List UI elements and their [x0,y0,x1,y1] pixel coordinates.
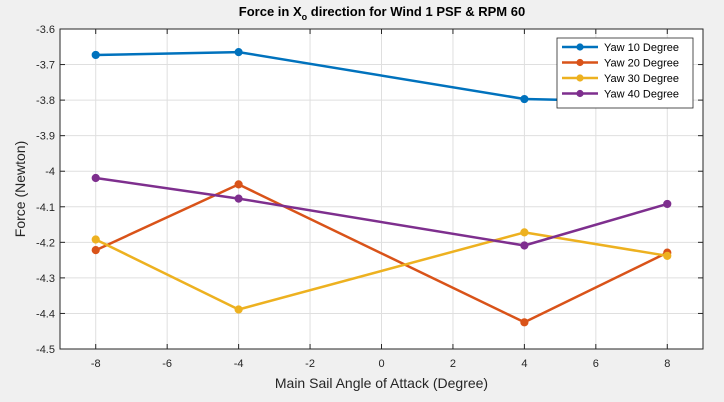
y-tick-label: -4.5 [36,344,55,356]
legend-label: Yaw 10 Degree [604,42,679,54]
x-tick-label: 6 [593,358,599,370]
data-point [663,199,672,209]
y-tick-label: -4.4 [36,308,55,320]
y-axis-ticks: -3.6 -3.7 -3.8 -3.9 -4 -4.1 -4.2 -4.3 -4.4 -4.5 [36,24,703,356]
x-tick-label: 0 [378,358,384,370]
data-point [234,180,243,189]
legend-marker [576,74,584,82]
legend-item: Yaw 20 Degree [562,58,679,70]
x-tick-label: -8 [91,358,101,370]
series-line [95,176,668,247]
x-tick-label: 2 [450,358,456,370]
y-tick-label: -3.7 [36,60,55,72]
chart-title: Force in Xo direction for Wind 1 PSF & R… [239,4,525,22]
legend-item: Yaw 10 Degree [562,42,679,54]
data-point [91,246,100,255]
series-line [95,183,668,324]
x-tick-label: -6 [162,358,172,370]
y-tick-label: -4.1 [36,202,55,214]
data-point [234,305,243,314]
data-point [91,235,100,244]
x-tick-label: 4 [521,358,527,370]
legend-marker [576,58,584,67]
y-tick-label: -3.6 [36,24,55,36]
data-point [91,50,100,60]
legend-marker [576,43,584,51]
legend-item: Yaw 40 Degree [562,89,679,101]
x-tick-label: 8 [664,358,670,370]
data-point [520,94,529,104]
y-tick-label: -4 [45,166,55,178]
series-line [95,231,668,311]
data-point [663,251,672,260]
data-point [91,173,100,183]
data-point [520,241,529,250]
series-3 [91,228,672,314]
legend-item: Yaw 30 Degree [562,73,679,85]
legend: Yaw 10 Degree Yaw 20 Degree Yaw 30 Degree Y… [556,37,694,109]
x-tick-label: -2 [305,358,315,370]
data-point [520,228,529,237]
series-4 [91,173,672,250]
legend-marker [576,89,584,98]
y-tick-label: -4.2 [36,237,55,249]
y-tick-label: -4.3 [36,273,55,285]
chart-title-rest: direction for Wind 1 PSF & RPM 60 [307,4,525,19]
x-axis-label: Main Sail Angle of Attack (Degree) [275,375,488,391]
legend-label: Yaw 40 Degree [604,89,679,101]
y-tick-label: -3.8 [36,95,55,107]
data-point [234,48,243,57]
x-tick-label: -4 [234,358,244,370]
legend-label: Yaw 30 Degree [604,73,679,85]
legend-label: Yaw 20 Degree [604,58,679,70]
data-point [520,318,529,327]
data-point [234,194,243,203]
chart-title-subscript: o [302,12,308,22]
y-axis-label: Force (Newton) [12,141,28,237]
y-tick-label: -3.9 [36,131,55,143]
chart-title-main: Force in X [239,4,302,19]
x-axis-ticks: -8 -6 -4 -2 0 2 4 6 8 [91,29,670,370]
